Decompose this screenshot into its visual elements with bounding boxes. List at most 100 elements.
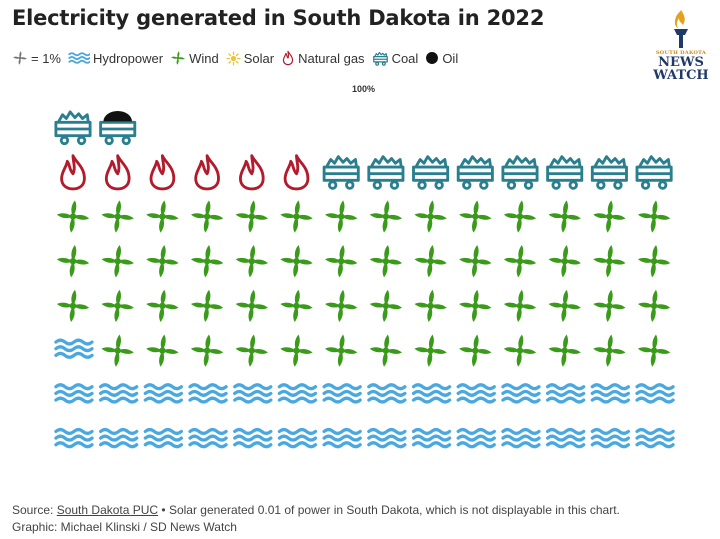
logo-line1: NEWS [658, 55, 704, 70]
pictogram-unit-wind [190, 245, 224, 278]
legend-label-coal: Coal [391, 50, 419, 66]
pictogram-unit-wind [459, 200, 492, 233]
pictogram-unit-natural-gas [60, 154, 86, 191]
pictogram-unit-hydropower [501, 383, 541, 404]
pictogram-unit-wind [637, 200, 671, 233]
pictogram-unit-wind [548, 289, 581, 323]
news-watch-logo: SOUTH DAKOTA NEWS WATCH [650, 8, 712, 82]
pictogram-unit-wind [593, 334, 626, 367]
pictogram-unit-natural-gas [283, 154, 310, 191]
pictogram-unit-wind [593, 200, 626, 233]
pictogram-unit-oil [99, 110, 137, 146]
pictogram-unit-wind [369, 245, 403, 278]
pictogram-unit-wind [414, 289, 447, 323]
pictogram-unit-natural-gas [238, 154, 265, 191]
legend-item-coal: Coal [372, 50, 419, 66]
pictogram-unit-wind [280, 334, 313, 367]
pictogram-unit-coal [590, 155, 628, 190]
pictogram-unit-coal [635, 155, 673, 190]
pictogram-unit-wind [637, 289, 671, 323]
legend-label-hydropower: Hydropower [93, 50, 164, 66]
pictogram-unit-wind [414, 334, 447, 367]
pictogram-unit-wind [593, 245, 626, 278]
pictogram-unit-hydropower [635, 427, 675, 449]
legend-item-wind: Wind [170, 50, 219, 66]
pictogram-unit-wind [503, 289, 537, 323]
legend-item-natural-gas: Natural gas [281, 50, 365, 66]
pictogram-unit-hydropower [54, 427, 94, 449]
pictogram-unit-wind [503, 200, 537, 233]
pictogram-unit-coal [412, 155, 450, 190]
torch-icon [674, 10, 688, 48]
pictogram-unit-hydropower [143, 427, 184, 449]
pictogram-unit-wind [101, 200, 134, 233]
pictogram-unit-wind [459, 289, 492, 323]
pictogram-unit-hydropower [635, 383, 675, 404]
legend: = 1% Hydropower Wind [12, 49, 465, 67]
pictogram-unit-coal [501, 155, 539, 190]
total-label: 100% [352, 84, 376, 94]
pictogram-unit-wind [190, 289, 224, 323]
pictogram-unit-wind [637, 334, 671, 367]
sun-icon [226, 50, 241, 66]
pictogram-chart [54, 110, 675, 449]
pictogram-unit-hydropower [188, 427, 228, 449]
pictogram-unit-wind [325, 289, 358, 323]
turbine-icon [13, 51, 27, 65]
legend-item-solar: Solar [226, 51, 274, 66]
pictogram-unit-coal [322, 155, 360, 190]
pictogram-unit-wind [280, 245, 313, 278]
pictogram-unit-wind [101, 334, 134, 367]
pictogram-unit-wind [101, 245, 134, 278]
pictogram-unit-wind [146, 200, 179, 233]
pictogram-unit-wind [414, 245, 447, 278]
pictogram-unit-wind [56, 200, 90, 233]
pictogram-unit-natural-gas [104, 154, 131, 191]
pictogram-unit-wind [146, 334, 179, 367]
pictogram-unit-hydropower [545, 383, 586, 404]
source-line: Source: South Dakota PUC • Solar generat… [12, 502, 620, 519]
pictogram-unit-wind [190, 200, 224, 233]
pictogram-unit-wind [593, 289, 626, 323]
pictogram-unit-wind [548, 200, 581, 233]
pictogram-unit-wind [280, 200, 313, 233]
pictogram-unit-wind [369, 334, 403, 367]
pictogram-unit-wind [101, 289, 134, 323]
pictogram-unit-hydropower [143, 383, 184, 404]
pictogram-unit-coal [546, 155, 584, 190]
pictogram-unit-hydropower [411, 383, 452, 404]
pictogram-unit-hydropower [277, 383, 318, 404]
pictogram-unit-wind [235, 334, 268, 367]
pictogram-unit-hydropower [98, 383, 139, 404]
legend-label-solar: Solar [243, 50, 275, 66]
pictogram-unit-hydropower [501, 427, 541, 449]
pictogram-unit-wind [235, 200, 268, 233]
pictogram-unit-wind [548, 245, 581, 278]
pictogram-unit-wind [56, 289, 90, 323]
legend-item-hydropower: Hydropower [68, 51, 163, 66]
footer: Source: South Dakota PUC • Solar generat… [12, 502, 620, 536]
legend-label-natural-gas: Natural gas [298, 50, 365, 66]
pictogram-unit-hydropower [590, 383, 631, 404]
pictogram-unit-hydropower [367, 427, 407, 449]
legend-label-oil: Oil [442, 50, 459, 66]
waves-icon [68, 52, 90, 64]
pictogram-unit-wind [414, 200, 447, 233]
legend-unit: = 1% [12, 50, 61, 66]
pictogram-unit-wind [190, 334, 224, 367]
coal-cart-icon [372, 51, 388, 66]
pictogram-unit-hydropower [456, 383, 496, 404]
credit-line: Graphic: Michael Klinski / SD News Watch [12, 520, 237, 534]
pictogram-unit-hydropower [233, 383, 273, 404]
source-prefix: Source: [12, 503, 57, 517]
pictogram-unit-wind [325, 334, 358, 367]
pictogram-unit-wind [235, 245, 268, 278]
pictogram-unit-hydropower [411, 427, 452, 449]
pictogram-unit-wind [56, 245, 90, 278]
source-link[interactable]: South Dakota PUC [56, 503, 159, 517]
flame-icon [282, 50, 294, 66]
pictogram-unit-hydropower [545, 427, 586, 449]
pictogram-unit-wind [459, 334, 492, 367]
pictogram-unit-hydropower [54, 338, 94, 359]
pictogram-unit-hydropower [54, 383, 94, 404]
